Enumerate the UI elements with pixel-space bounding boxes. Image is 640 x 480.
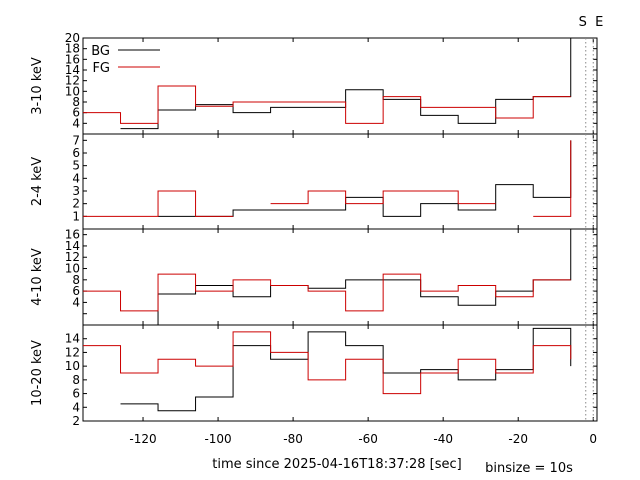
x-tick-label: 0: [589, 432, 597, 446]
series-fg: [83, 273, 571, 312]
y-tick-label: 12: [65, 250, 80, 264]
y-tick-label: 3: [72, 184, 80, 198]
binsize-label: binsize = 10s: [485, 461, 573, 476]
panel-y-label: 4-10 keV: [30, 248, 45, 306]
x-tick-label: -120: [129, 432, 156, 446]
series-bg: [158, 140, 572, 217]
x-tick-label: -80: [283, 432, 303, 446]
y-tick-label: 6: [72, 284, 80, 298]
y-tick-label: 8: [72, 273, 80, 287]
y-tick-label: 6: [72, 387, 80, 401]
y-tick-label: 4: [72, 116, 80, 130]
y-tick-label: 14: [65, 239, 80, 253]
marker-label: S: [579, 15, 587, 30]
y-tick-label: 5: [72, 159, 80, 173]
panel-y-label: 2-4 keV: [30, 157, 45, 206]
y-tick-label: 4: [72, 295, 80, 309]
y-tick-label: 10: [65, 262, 80, 276]
series-fg: [83, 85, 571, 124]
panel-frame: [82, 324, 598, 422]
panel-y-label: 3-10 keV: [30, 57, 45, 115]
series-fg: [83, 331, 572, 395]
y-tick-label: 12: [65, 345, 80, 359]
legend: BG FG: [91, 44, 160, 76]
y-tick-label: 4: [72, 400, 80, 414]
y-tick-label: 2: [72, 197, 80, 211]
y-tick-label: 1: [72, 209, 80, 223]
y-tick-label: 10: [65, 359, 80, 373]
y-tick-label: 4: [72, 171, 80, 185]
y-tick-label: 16: [65, 228, 80, 242]
legend-label: BG: [91, 44, 110, 59]
panel-y-label: 10-20 keV: [30, 340, 45, 406]
series-fg: [83, 140, 572, 217]
y-tick-label: 20: [65, 31, 80, 45]
x-tick-label: -60: [358, 432, 378, 446]
y-tick-label: 8: [72, 95, 80, 109]
y-tick-label: 16: [65, 52, 80, 66]
x-tick-label: -100: [204, 432, 231, 446]
x-tick-label: -20: [508, 432, 528, 446]
y-tick-label: 18: [65, 42, 80, 56]
panel-frame: [82, 228, 598, 326]
y-tick-label: 14: [65, 63, 80, 77]
x-tick-label: -40: [433, 432, 453, 446]
y-tick-label: 10: [65, 84, 80, 98]
y-tick-label: 8: [72, 373, 80, 387]
y-tick-label: 14: [65, 332, 80, 346]
y-tick-label: 6: [72, 106, 80, 120]
marker-label: E: [595, 15, 603, 30]
legend-label: FG: [92, 61, 110, 76]
y-tick-label: 12: [65, 74, 80, 88]
x-axis-label: time since 2025-04-16T18:37:28 [sec]: [212, 457, 461, 472]
panel-frame: [82, 133, 598, 230]
x-axis: -120 -100 -80 -60 -40 -20 0: [129, 432, 597, 446]
y-tick-label: 2: [72, 414, 80, 428]
y-tick-label: 6: [72, 146, 80, 160]
y-tick-label: 7: [72, 133, 80, 147]
